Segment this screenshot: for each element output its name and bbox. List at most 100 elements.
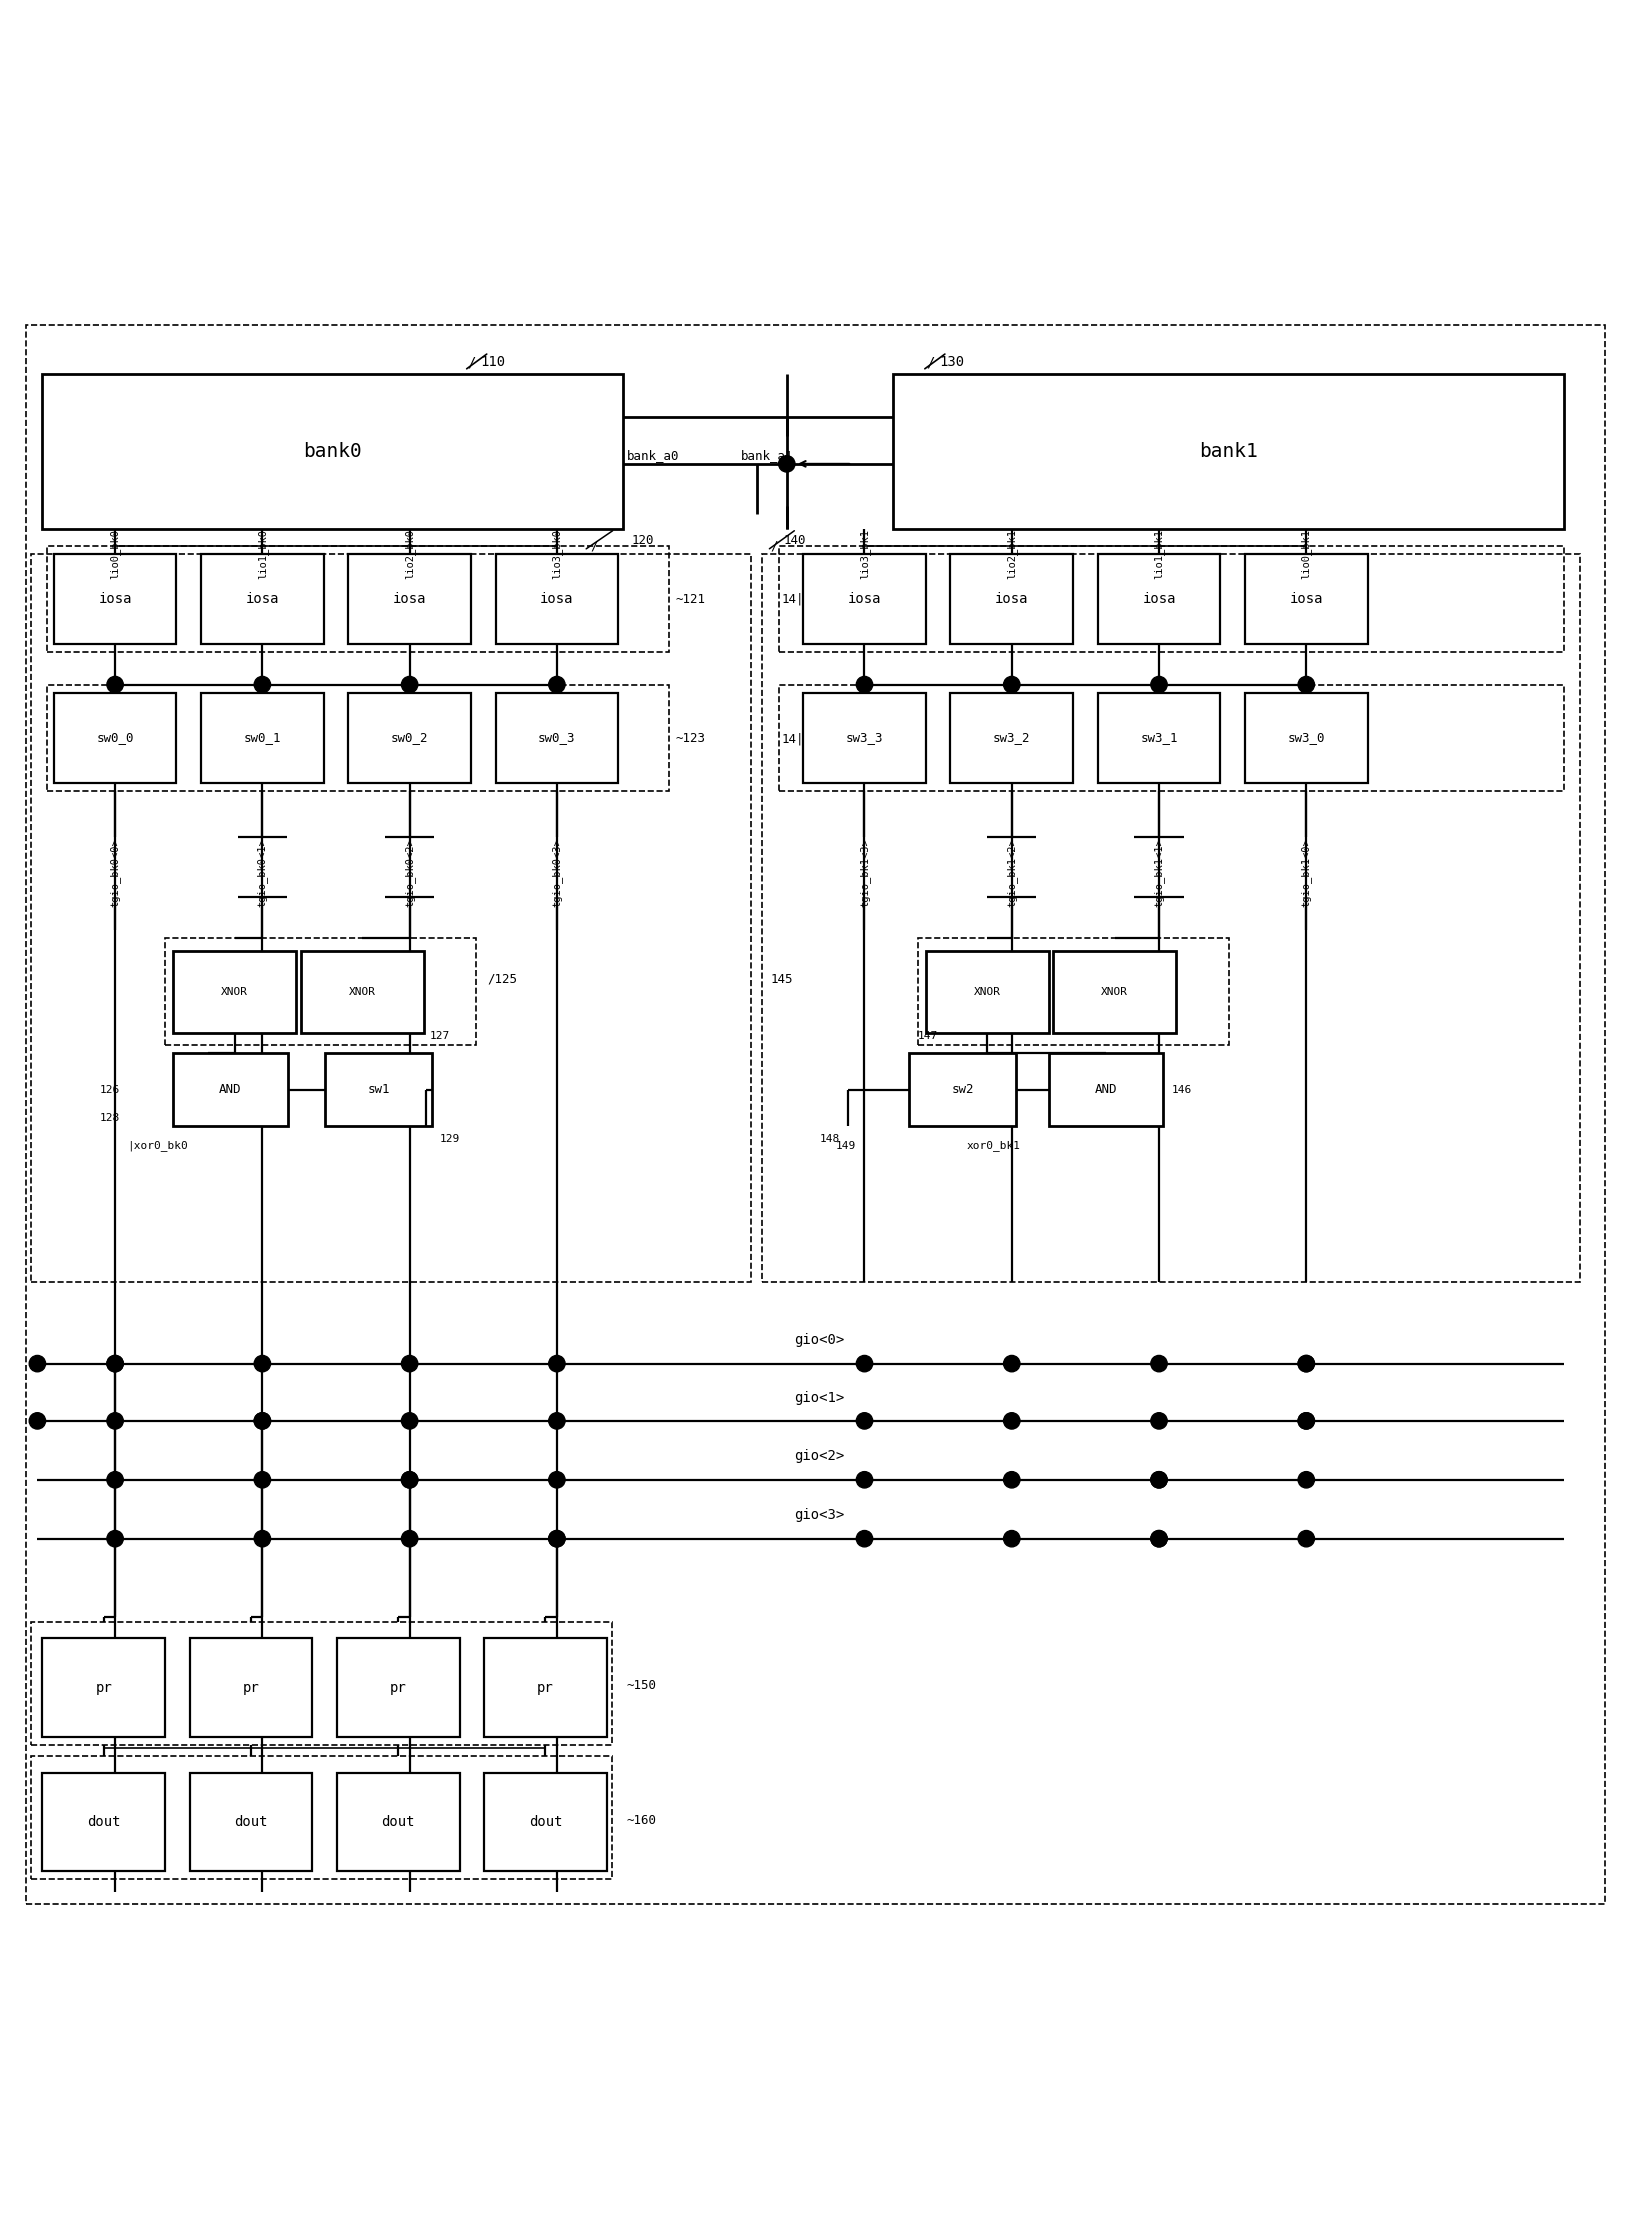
Text: 140: 140 [783,535,806,546]
Text: iosa: iosa [246,593,279,606]
Text: gio<1>: gio<1> [795,1390,844,1405]
Text: bank_a1: bank_a1 [741,448,793,462]
FancyBboxPatch shape [1098,553,1221,644]
Circle shape [30,1356,46,1372]
Circle shape [1151,1356,1167,1372]
Circle shape [107,677,123,693]
Circle shape [254,1412,270,1430]
Circle shape [107,1356,123,1372]
Text: 148: 148 [820,1134,839,1146]
Text: iosa: iosa [995,593,1029,606]
Text: sw3_3: sw3_3 [846,730,883,744]
Text: sw3_2: sw3_2 [993,730,1031,744]
Text: pr: pr [95,1681,111,1694]
Text: 14|: 14| [782,593,805,606]
FancyBboxPatch shape [926,952,1049,1032]
Circle shape [549,1356,565,1372]
Text: bank1: bank1 [1200,442,1257,462]
Text: bank0: bank0 [303,442,362,462]
FancyBboxPatch shape [1054,952,1177,1032]
Circle shape [1151,1412,1167,1430]
Circle shape [1298,1356,1314,1372]
Text: XNOR: XNOR [349,988,375,997]
Text: tgio_bk0<3>: tgio_bk0<3> [551,839,562,908]
Text: lio2_bk0: lio2_bk0 [405,528,415,579]
Text: 146: 146 [1172,1086,1192,1094]
Text: 145: 145 [770,972,793,986]
Text: lio0_bk0: lio0_bk0 [110,528,121,579]
Text: tgio_bk1<3>: tgio_bk1<3> [859,839,870,908]
Text: tgio_bk0<1>: tgio_bk0<1> [257,839,267,908]
Circle shape [402,1356,418,1372]
Circle shape [856,677,872,693]
Text: tgio_bk0<2>: tgio_bk0<2> [405,839,415,908]
FancyBboxPatch shape [484,1772,606,1871]
Text: AND: AND [1095,1083,1118,1097]
FancyBboxPatch shape [1049,1052,1164,1126]
Circle shape [856,1530,872,1547]
Circle shape [779,455,795,473]
Circle shape [1003,1530,1019,1547]
FancyBboxPatch shape [190,1638,313,1736]
FancyBboxPatch shape [202,553,325,644]
Text: dout: dout [234,1814,267,1829]
Circle shape [254,1412,270,1430]
FancyBboxPatch shape [54,553,177,644]
Text: lio1_bk1: lio1_bk1 [1154,528,1164,579]
Circle shape [856,1472,872,1487]
Circle shape [1151,1530,1167,1547]
Text: tgio_bk0<0>: tgio_bk0<0> [110,839,121,908]
Circle shape [549,1530,565,1547]
Text: 130: 130 [939,355,964,369]
Text: XNOR: XNOR [974,988,1001,997]
Text: 149: 149 [836,1141,856,1150]
Text: gio<3>: gio<3> [795,1507,844,1523]
Circle shape [1003,1412,1019,1430]
Text: lio0_bk1: lio0_bk1 [1301,528,1311,579]
Text: xor0_bk1: xor0_bk1 [967,1141,1021,1152]
Text: |xor0_bk0: |xor0_bk0 [128,1141,188,1152]
Circle shape [254,1472,270,1487]
Text: /: / [926,355,934,369]
Text: sw2: sw2 [951,1083,974,1097]
Text: iosa: iosa [541,593,574,606]
Circle shape [30,1412,46,1430]
FancyBboxPatch shape [43,1772,166,1871]
Text: lio3_bk0: lio3_bk0 [551,528,562,579]
Circle shape [1003,1356,1019,1372]
Text: lio2_bk1: lio2_bk1 [1006,528,1018,579]
Text: dout: dout [382,1814,415,1829]
Text: gio<2>: gio<2> [795,1450,844,1463]
Text: dout: dout [87,1814,120,1829]
Circle shape [1151,1472,1167,1487]
Text: sw0_3: sw0_3 [538,730,575,744]
Text: AND: AND [220,1083,241,1097]
Text: iosa: iosa [1142,593,1175,606]
FancyBboxPatch shape [174,952,297,1032]
Circle shape [549,1412,565,1430]
Circle shape [1151,1530,1167,1547]
Text: /: / [770,539,779,553]
FancyBboxPatch shape [893,373,1564,528]
Text: tgio_bk1<1>: tgio_bk1<1> [1154,839,1164,908]
Text: tgio_bk1<0>: tgio_bk1<0> [1301,839,1311,908]
Text: 110: 110 [480,355,506,369]
Text: iosa: iosa [847,593,882,606]
Circle shape [107,1356,123,1372]
Text: 14|: 14| [782,733,805,746]
FancyBboxPatch shape [951,693,1074,784]
Text: sw1: sw1 [367,1083,390,1097]
Circle shape [1298,677,1314,693]
Text: 147: 147 [918,1032,938,1041]
Circle shape [254,1356,270,1372]
Text: tgio_bk1<2>: tgio_bk1<2> [1006,839,1018,908]
FancyBboxPatch shape [495,553,618,644]
FancyBboxPatch shape [174,1052,288,1126]
Circle shape [549,1530,565,1547]
Text: pr: pr [243,1681,259,1694]
Text: lio1_bk0: lio1_bk0 [257,528,267,579]
Text: ~160: ~160 [626,1814,657,1827]
FancyBboxPatch shape [484,1638,606,1736]
FancyBboxPatch shape [202,693,325,784]
Circle shape [254,1530,270,1547]
